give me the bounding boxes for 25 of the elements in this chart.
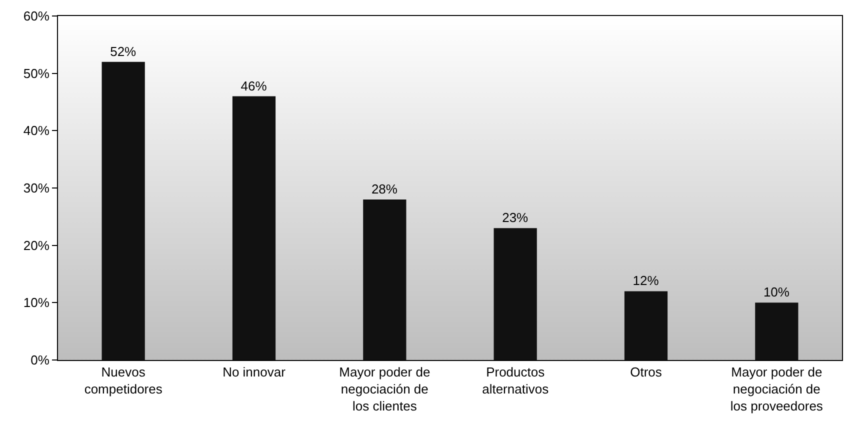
x-tick-label: Otros bbox=[630, 364, 662, 380]
y-tick-label: 50% bbox=[23, 66, 50, 81]
data-label: 12% bbox=[632, 273, 660, 288]
x-tick-label: Nuevos competidores bbox=[84, 364, 163, 396]
bar bbox=[494, 228, 537, 360]
x-tick-label: Mayor poder de negociación de los proveedores bbox=[730, 364, 824, 414]
bar bbox=[232, 96, 276, 360]
y-tick-label: 20% bbox=[23, 238, 50, 253]
bar bbox=[624, 291, 668, 360]
x-tick-label: No innovar bbox=[222, 364, 286, 380]
x-tick-label: Productos alternativos bbox=[482, 364, 550, 396]
bar bbox=[363, 199, 406, 360]
y-tick-label: 10% bbox=[23, 295, 50, 310]
data-label: 46% bbox=[240, 78, 268, 94]
data-label: 28% bbox=[371, 181, 398, 196]
bar bbox=[102, 62, 145, 360]
y-tick-label: 60% bbox=[23, 8, 50, 24]
data-label: 52% bbox=[110, 44, 137, 59]
bar bbox=[755, 302, 798, 360]
y-tick-label: 40% bbox=[23, 123, 50, 138]
data-label: 10% bbox=[763, 284, 790, 300]
y-tick-label: 0% bbox=[30, 352, 50, 368]
x-tick-label: Mayor poder de negociación de los clientes bbox=[339, 364, 430, 414]
data-label: 23% bbox=[502, 210, 529, 226]
y-tick-label: 30% bbox=[23, 180, 50, 196]
